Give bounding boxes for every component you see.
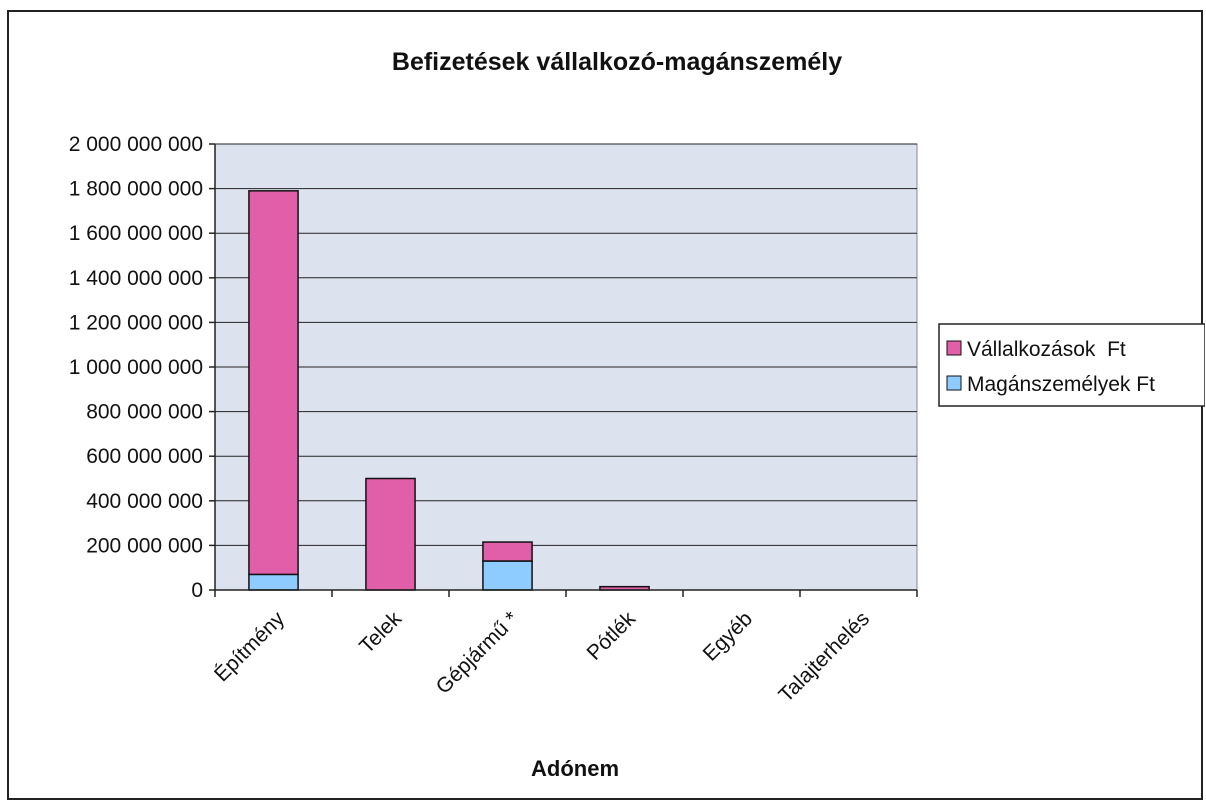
bar — [482, 560, 533, 591]
y-tick-label: 600 000 000 — [86, 445, 203, 468]
y-tick-label: 1 000 000 000 — [69, 356, 203, 379]
y-tick-label: 0 — [191, 579, 203, 602]
legend-label: Vállalkozások Ft — [967, 338, 1126, 361]
y-tick-label: 1 600 000 000 — [69, 222, 203, 245]
x-axis-label: Adónem — [531, 756, 619, 781]
x-tick-label: Egyéb — [699, 607, 757, 665]
x-ticks: Építmény Telek Gépjármű * Pótlék Egyéb Talajt… — [210, 590, 918, 707]
legend-box — [938, 323, 1205, 407]
y-tick-label: 1 800 000 000 — [69, 178, 203, 201]
y-ticks: 0 200 000 000 400 000 000 600 000 000 800 00… — [69, 133, 215, 602]
y-tick-label: 200 000 000 — [86, 534, 203, 557]
bars — [248, 190, 650, 591]
bar — [365, 477, 416, 591]
bar — [248, 573, 299, 591]
legend-label: Magánszemélyek Ft — [967, 373, 1155, 396]
y-tick-label: 2 000 000 000 — [69, 133, 203, 156]
x-tick-label: Talajterhelés — [774, 607, 874, 707]
x-tick-label: Gépjármű * — [432, 607, 523, 698]
y-tick-label: 1 200 000 000 — [69, 311, 203, 334]
y-tick-label: 400 000 000 — [86, 490, 203, 513]
x-tick-label: Építmény — [210, 607, 289, 686]
grid-lines — [215, 143, 917, 546]
x-tick-label: Telek — [355, 607, 406, 658]
chart-title: Befizetések vállalkozó-magánszemély — [392, 48, 842, 76]
y-tick-label: 800 000 000 — [86, 401, 203, 424]
legend-swatch — [946, 340, 962, 356]
bar — [248, 190, 299, 576]
legend-swatch — [946, 375, 962, 391]
chart-frame: Befizetések vállalkozó-magánszemély 0 200… — [7, 10, 1205, 800]
y-tick-label: 1 400 000 000 — [69, 267, 203, 290]
bar — [482, 541, 533, 562]
legend: Vállalkozások Ft Magánszemélyek Ft — [938, 323, 1205, 407]
chart: Befizetések vállalkozó-magánszemély 0 200… — [69, 48, 1205, 781]
x-tick-label: Pótlék — [582, 607, 640, 665]
